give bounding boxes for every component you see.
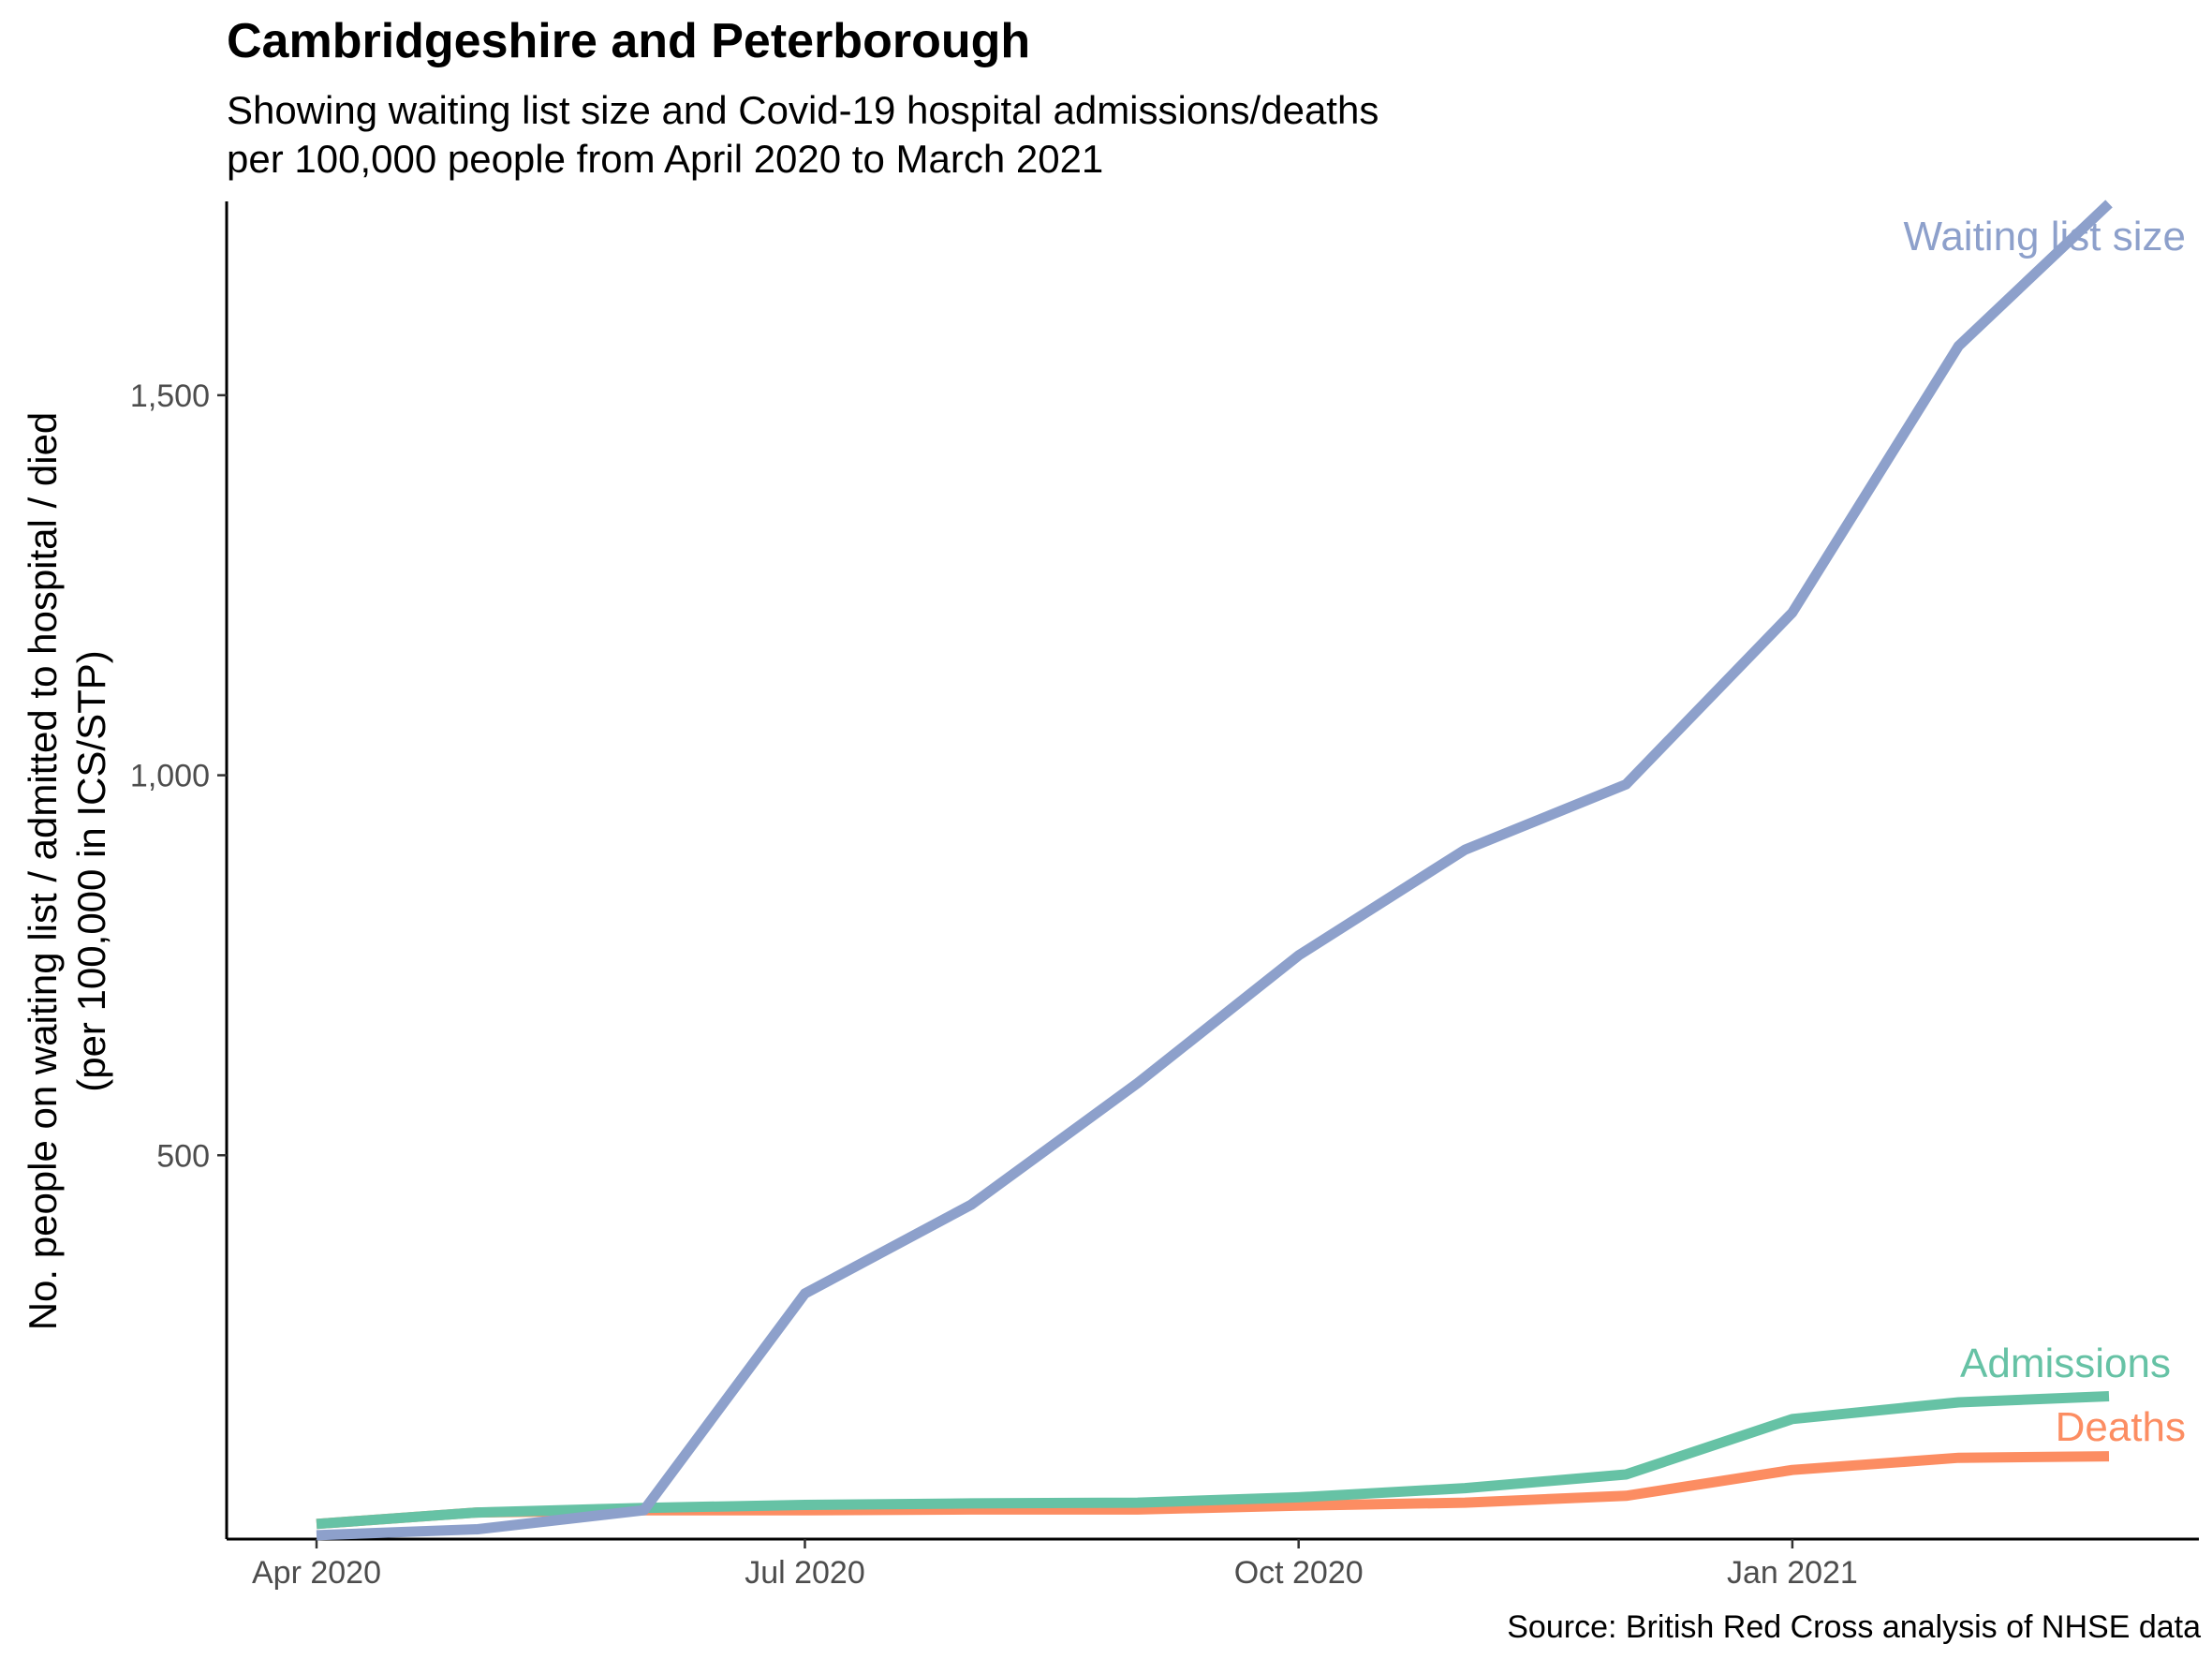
y-axis-title-line: (per 100,000 in ICS/STP): [69, 650, 113, 1092]
y-tick-label: 1,000: [130, 759, 210, 794]
chart-title: Cambridgeshire and Peterborough: [227, 14, 1031, 68]
series-lines: [316, 200, 2113, 1541]
y-axis-title: No. people on waiting list / admitted to…: [21, 412, 113, 1331]
x-tick-label: Oct 2020: [1234, 1555, 1364, 1591]
series-labels: Waiting list size Admissions Deaths: [1903, 214, 2186, 1450]
series-label-deaths: Deaths: [2056, 1404, 2186, 1450]
subtitle-line-2: per 100,000 people from April 2020 to Ma…: [227, 137, 1104, 181]
series-label-waiting-list-size: Waiting list size: [1903, 214, 2186, 259]
series-line-waiting-list-size: [316, 200, 2113, 1541]
chart-subtitle: Showing waiting list size and Covid-19 h…: [227, 86, 1379, 184]
y-tick-label: 500: [156, 1138, 210, 1174]
axes: 500 1,000 1,500 Apr 2020 Jul 2020 Oct 2020 Jan…: [21, 201, 2199, 1591]
x-tick-label: Jul 2020: [745, 1555, 865, 1591]
y-axis-title-line: No. people on waiting list / admitted to…: [21, 412, 65, 1331]
x-tick-label: Apr 2020: [252, 1555, 381, 1591]
subtitle-line-1: Showing waiting list size and Covid-19 h…: [227, 88, 1379, 132]
y-tick-label: 1,500: [130, 378, 210, 414]
x-tick-label: Jan 2021: [1727, 1555, 1858, 1591]
source-caption: Source: British Red Cross analysis of NH…: [1507, 1609, 2201, 1645]
series-line-admissions: [316, 1391, 2110, 1530]
series-label-admissions: Admissions: [1960, 1341, 2171, 1386]
